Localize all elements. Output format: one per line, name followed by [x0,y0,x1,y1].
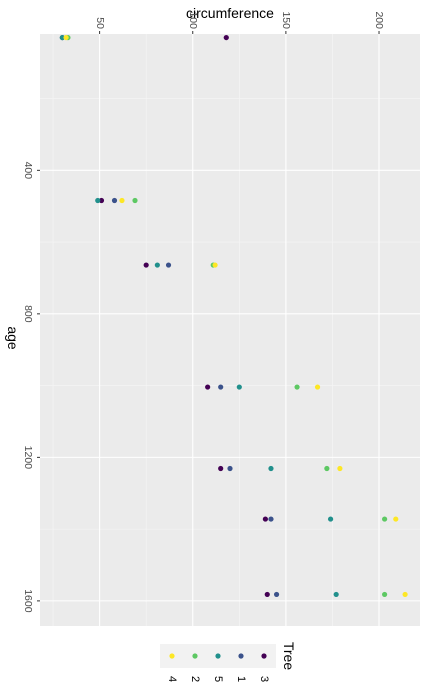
minor-gridlines [40,34,420,626]
y-tick-label: 1200 [22,446,34,470]
data-point-tree-5 [327,516,334,522]
legend-label-tree-2: 2 [189,676,201,682]
data-point-tree-1 [218,384,224,390]
data-points [59,34,408,598]
y-axis-ticks: 400 800 1200 1600 [22,162,40,613]
data-point-tree-3 [143,262,149,268]
x-axis-ticks: 50 100 150 200 [94,11,385,34]
data-point-tree-5 [59,34,65,41]
data-point-tree-3 [218,465,224,472]
data-point-tree-3 [223,34,229,41]
data-point-tree-2 [382,516,388,522]
y-tick-label: 800 [22,305,34,323]
data-point-tree-4 [337,465,343,472]
x-axis-title: circumference [186,5,274,21]
data-point-tree-4 [402,591,408,598]
legend: Tree 4 2 5 1 3 [160,642,297,682]
legend-key-tree-4 [169,653,175,659]
data-point-tree-5 [95,197,101,204]
legend-key-tree-1 [238,653,244,659]
x-tick-label: 100 [187,11,199,29]
data-point-tree-5 [236,384,242,390]
data-point-tree-1 [111,197,118,204]
legend-key-tree-2 [192,653,198,659]
data-point-tree-2 [324,465,330,472]
data-point-tree-4 [119,197,125,204]
plot-panel [40,34,420,626]
legend-label-tree-4: 4 [166,676,178,682]
data-point-tree-1 [268,516,274,522]
data-point-tree-3 [205,384,211,390]
data-point-tree-5 [268,465,274,472]
data-point-tree-1 [165,262,172,268]
data-point-tree-5 [154,262,160,268]
data-point-tree-2 [382,591,388,598]
data-point-tree-4 [63,34,69,41]
y-tick-label: 1600 [22,589,34,613]
x-tick-label: 150 [280,11,292,29]
data-point-tree-1 [227,465,233,472]
legend-label-tree-1: 1 [235,676,247,682]
y-tick-label: 400 [22,162,34,180]
y-axis-title: age [5,326,21,350]
data-point-tree-2 [294,384,300,390]
data-point-tree-1 [273,591,280,598]
data-point-tree-5 [333,591,339,598]
legend-title: Tree [281,642,297,670]
major-gridlines [40,34,420,626]
data-point-tree-2 [132,197,138,204]
data-point-tree-4 [212,262,218,268]
legend-label-tree-5: 5 [212,676,224,682]
x-tick-label: 50 [94,17,106,29]
data-point-tree-3 [264,591,270,598]
data-point-tree-3 [98,197,105,204]
data-point-tree-4 [393,516,399,522]
x-tick-label: 200 [373,11,385,29]
data-point-tree-4 [314,384,321,390]
legend-key-tree-3 [261,653,267,659]
legend-items: 4 2 5 1 3 [166,653,270,682]
legend-key-tree-5 [215,653,221,659]
data-point-tree-3 [262,516,268,522]
legend-label-tree-3: 3 [258,676,270,682]
